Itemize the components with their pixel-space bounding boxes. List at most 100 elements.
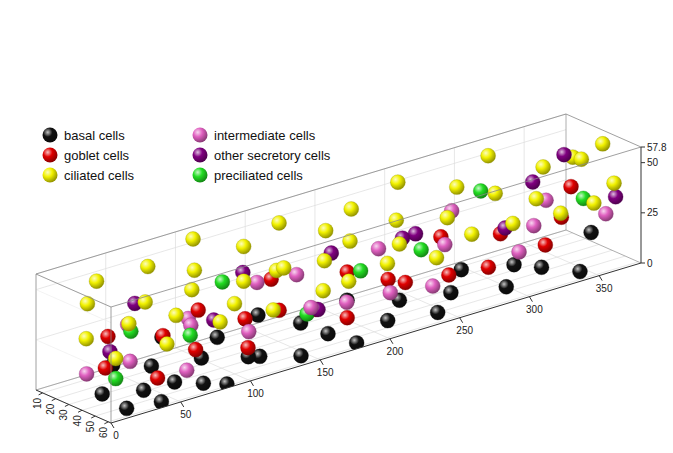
- tick: [320, 360, 323, 365]
- cell-point: [183, 328, 198, 343]
- cell-point: [79, 331, 94, 346]
- cell-point: [595, 136, 610, 151]
- legend: basal cells goblet cells ciliated cells int…: [43, 128, 331, 183]
- tick: [599, 276, 602, 281]
- domain: [641, 147, 642, 263]
- tick-label: 25: [647, 207, 659, 218]
- tick: [641, 263, 645, 264]
- cell-point: [196, 376, 211, 391]
- grid: [36, 114, 638, 423]
- cell-point: [250, 308, 265, 323]
- legend-symbol: [43, 168, 58, 183]
- cell-point: [414, 242, 429, 257]
- cell-point: [529, 191, 544, 206]
- cell-point: [512, 244, 527, 259]
- grid-line: [36, 274, 111, 307]
- legend-label: other secretory cells: [214, 148, 331, 163]
- legend-symbol: [43, 128, 58, 143]
- cell-point: [236, 239, 251, 254]
- grid-line: [175, 232, 176, 348]
- tick: [641, 147, 645, 148]
- cell-point: [340, 310, 355, 325]
- legend-label: goblet cells: [64, 148, 130, 163]
- tick-label: 350: [596, 283, 613, 294]
- tick-label: 57.8: [647, 142, 667, 153]
- grid-line: [36, 180, 566, 340]
- cell-point: [430, 305, 445, 320]
- cell-point: [408, 226, 423, 241]
- tick-label: 200: [387, 346, 404, 357]
- tick: [78, 410, 82, 412]
- tick: [39, 393, 43, 395]
- cell-point: [140, 259, 155, 274]
- cell-point: [317, 253, 332, 268]
- cell-point: [294, 348, 309, 363]
- tick-label: 50: [85, 421, 96, 433]
- cell-point: [241, 324, 256, 339]
- cell-point: [119, 401, 134, 416]
- cell-point: [557, 147, 572, 162]
- tick: [111, 423, 114, 428]
- cell-point: [80, 296, 95, 311]
- box-frame: [36, 114, 641, 390]
- tick: [104, 422, 108, 424]
- tick-label: 10: [32, 397, 43, 409]
- cell-point: [437, 237, 452, 252]
- cell-point: [289, 267, 304, 282]
- cell-point: [238, 311, 253, 326]
- cell-point: [215, 274, 230, 289]
- cell-point: [598, 206, 613, 221]
- tick: [65, 404, 69, 406]
- legend-symbol: [193, 148, 208, 163]
- cell-point: [108, 371, 123, 386]
- cell-point: [473, 183, 488, 198]
- cell-point: [441, 267, 456, 282]
- cell-point: [108, 351, 123, 366]
- cell-point: [213, 314, 228, 329]
- grid-line: [314, 190, 315, 306]
- cell-point: [481, 148, 496, 163]
- tick-label: 0: [113, 430, 119, 441]
- cell-point: [136, 383, 151, 398]
- tick: [181, 402, 184, 407]
- box-frame: [36, 114, 641, 423]
- cell-point: [586, 196, 601, 211]
- grid-line: [82, 250, 612, 410]
- legend-label: preciliated cells: [214, 168, 303, 183]
- tick-label: 250: [456, 325, 473, 336]
- grid-line: [69, 244, 599, 404]
- cell-point: [339, 295, 354, 310]
- cell-point: [236, 274, 251, 289]
- cell-point: [392, 236, 407, 251]
- tick: [641, 162, 645, 163]
- domain: [111, 263, 641, 423]
- legend-label: ciliated cells: [64, 168, 135, 183]
- cell-point: [353, 263, 368, 278]
- cell-point: [553, 206, 568, 221]
- cell-point: [227, 296, 242, 311]
- box-edge: [36, 274, 37, 390]
- cell-point: [179, 363, 194, 378]
- cell-point: [449, 180, 464, 195]
- axes: 0501001502002503003501020304050600255057…: [32, 142, 667, 442]
- cell-point: [525, 174, 540, 189]
- cell-point: [440, 210, 455, 225]
- cell-point: [584, 225, 599, 240]
- cell-point: [186, 232, 201, 247]
- grid-line: [43, 233, 573, 393]
- cell-point: [481, 260, 496, 275]
- cell-point: [607, 176, 622, 191]
- cell-point: [95, 386, 110, 401]
- tick-label: 50: [647, 157, 659, 168]
- tick: [91, 416, 95, 418]
- cell-point: [488, 186, 503, 201]
- cell-point: [89, 274, 104, 289]
- cell-point: [371, 241, 386, 256]
- cell-point: [167, 375, 182, 390]
- tick: [460, 318, 463, 323]
- box-edge: [111, 307, 112, 423]
- legend-label: intermediate cells: [214, 128, 316, 143]
- tick-label: 40: [72, 415, 83, 427]
- cell-point: [169, 308, 184, 323]
- legend-label: basal cells: [64, 128, 125, 143]
